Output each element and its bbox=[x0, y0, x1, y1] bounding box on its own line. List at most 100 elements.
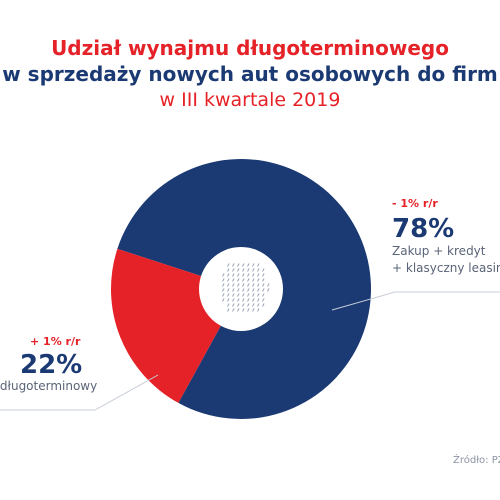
slice-label-zakup-line1: Zakup + kredyt bbox=[392, 244, 486, 258]
map-dot bbox=[252, 303, 255, 307]
map-dot bbox=[227, 288, 230, 292]
map-dot bbox=[237, 273, 240, 277]
map-dot bbox=[232, 283, 235, 287]
chart-title-line1: Udział wynajmu długoterminowego bbox=[51, 36, 449, 60]
leader-line-right bbox=[331, 291, 500, 311]
value-label-wynajem: 22% bbox=[20, 350, 82, 380]
map-dot bbox=[232, 273, 235, 277]
map-dot bbox=[232, 308, 235, 312]
map-dot bbox=[262, 268, 265, 272]
map-dot bbox=[257, 308, 260, 312]
poland-map-icon bbox=[222, 263, 270, 312]
map-dot bbox=[252, 293, 255, 297]
leader-line-left bbox=[0, 374, 159, 411]
map-dot bbox=[247, 268, 250, 272]
map-dot bbox=[257, 263, 260, 267]
map-dot bbox=[227, 273, 230, 277]
map-dot bbox=[237, 283, 240, 287]
map-dot bbox=[247, 273, 250, 277]
map-dot bbox=[257, 278, 260, 282]
map-dot bbox=[257, 283, 260, 287]
map-dot bbox=[232, 278, 235, 282]
map-dot bbox=[222, 288, 225, 292]
map-dot bbox=[242, 268, 245, 272]
map-dot bbox=[247, 278, 250, 282]
change-label-zakup: - 1% r/r bbox=[392, 197, 438, 210]
map-dot bbox=[232, 293, 235, 297]
map-dot bbox=[247, 303, 250, 307]
map-dot bbox=[247, 293, 250, 297]
map-dot bbox=[227, 263, 230, 267]
map-dot bbox=[232, 303, 235, 307]
map-dot bbox=[252, 278, 255, 282]
chart-title-line3: w III kwartale 2019 bbox=[159, 89, 341, 111]
map-dot bbox=[227, 283, 230, 287]
map-dot bbox=[227, 298, 230, 302]
map-dot bbox=[247, 283, 250, 287]
map-dot bbox=[247, 298, 250, 302]
map-dot bbox=[252, 298, 255, 302]
map-dot bbox=[262, 298, 265, 302]
map-dot bbox=[252, 263, 255, 267]
map-dot bbox=[262, 273, 265, 277]
map-dot bbox=[237, 278, 240, 282]
map-dot bbox=[257, 298, 260, 302]
map-dot bbox=[247, 263, 250, 267]
map-dot bbox=[262, 283, 265, 287]
change-label-wynajem: + 1% r/r bbox=[30, 335, 81, 348]
slice-label-zakup-line2: + klasyczny leasing bbox=[392, 261, 500, 275]
map-dot bbox=[257, 273, 260, 277]
map-dot bbox=[242, 263, 245, 267]
map-dot bbox=[242, 278, 245, 282]
map-dot bbox=[242, 293, 245, 297]
map-dot bbox=[242, 273, 245, 277]
map-dot bbox=[242, 303, 245, 307]
slice-label-wynajem-line1: Wynajem długoterminowy bbox=[0, 379, 97, 393]
map-dot bbox=[227, 278, 230, 282]
map-dot bbox=[262, 293, 265, 297]
map-dot bbox=[267, 288, 270, 292]
map-dot bbox=[227, 308, 230, 312]
map-dot bbox=[232, 268, 235, 272]
map-dot bbox=[257, 303, 260, 307]
map-dot bbox=[247, 308, 250, 312]
map-dot bbox=[252, 288, 255, 292]
map-dot bbox=[237, 303, 240, 307]
map-dot bbox=[262, 288, 265, 292]
value-label-zakup: 78% bbox=[392, 214, 454, 244]
map-dot bbox=[262, 303, 265, 307]
map-dot bbox=[242, 283, 245, 287]
map-dot bbox=[242, 298, 245, 302]
map-dot bbox=[242, 308, 245, 312]
map-dot bbox=[257, 288, 260, 292]
map-dot bbox=[232, 288, 235, 292]
map-dot bbox=[257, 293, 260, 297]
map-dot bbox=[267, 283, 270, 287]
map-dot bbox=[237, 293, 240, 297]
map-dot bbox=[222, 283, 225, 287]
map-dot bbox=[237, 268, 240, 272]
map-dot bbox=[237, 308, 240, 312]
map-dot bbox=[227, 303, 230, 307]
map-dot bbox=[252, 268, 255, 272]
map-dot bbox=[252, 308, 255, 312]
source-note: Źródło: PZWLP bbox=[453, 453, 500, 466]
map-dot bbox=[232, 263, 235, 267]
map-dot bbox=[237, 298, 240, 302]
map-dot bbox=[237, 288, 240, 292]
map-dot bbox=[227, 293, 230, 297]
map-dot bbox=[257, 268, 260, 272]
map-dot bbox=[262, 278, 265, 282]
map-dot bbox=[222, 298, 225, 302]
chart-title-line2: w sprzedaży nowych aut osobowych do firm bbox=[2, 62, 498, 86]
map-dot bbox=[227, 268, 230, 272]
map-dot bbox=[242, 288, 245, 292]
map-dot bbox=[247, 288, 250, 292]
map-dot bbox=[222, 293, 225, 297]
map-dot bbox=[222, 278, 225, 282]
map-dot bbox=[252, 273, 255, 277]
map-dot bbox=[232, 298, 235, 302]
map-dot bbox=[252, 283, 255, 287]
donut-hole bbox=[199, 247, 283, 331]
